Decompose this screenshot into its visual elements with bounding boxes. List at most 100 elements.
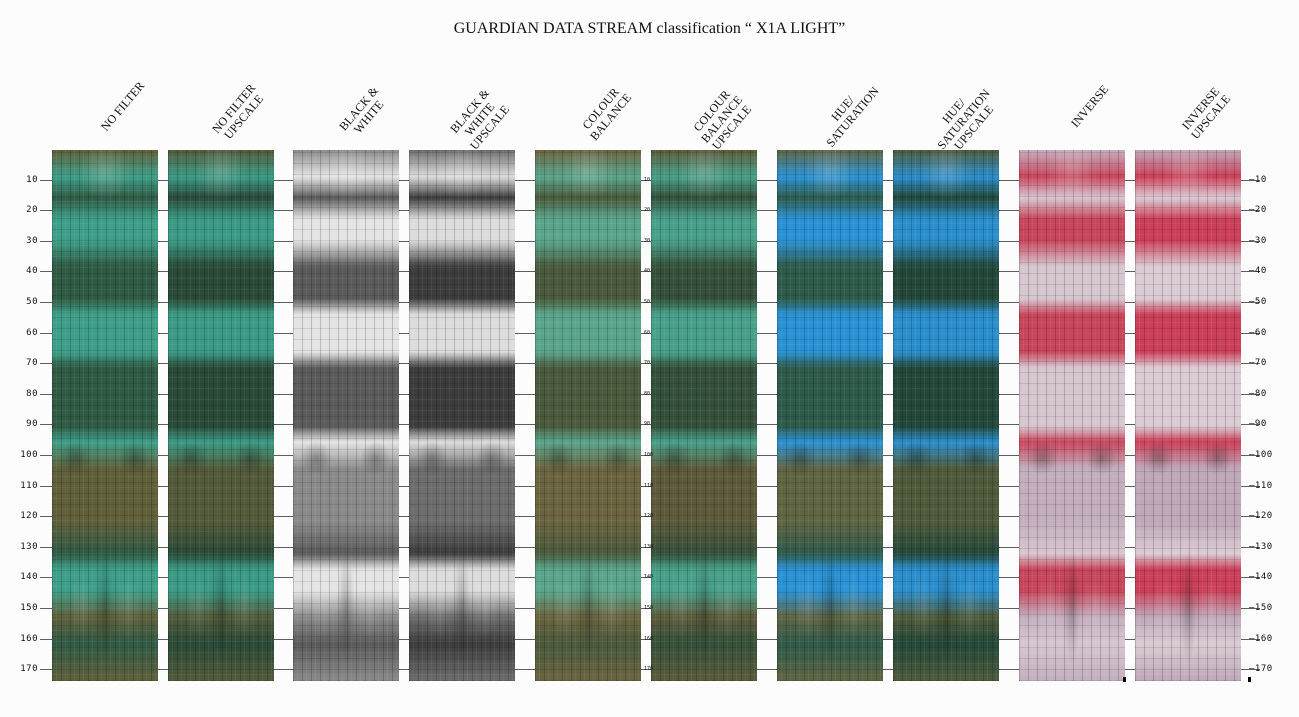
scale-tick-label: 100 — [20, 450, 38, 460]
page-title: GUARDIAN DATA STREAM classification “ X1… — [453, 20, 846, 37]
scale-tick-label: 90 — [644, 421, 651, 427]
panel-texture — [52, 150, 158, 681]
scale-tick-label: 50 — [26, 297, 38, 307]
scale-tick-label: 150 — [20, 603, 38, 613]
filter-panel — [893, 150, 999, 681]
scale-tick-label: 20 — [26, 205, 38, 215]
scale-tick-label: 70 — [644, 360, 651, 366]
scale-tick-label: —170 — [1249, 664, 1273, 674]
scale-tick-label: —160 — [1249, 634, 1273, 644]
scale-tick-label: —100 — [1249, 450, 1273, 460]
scale-tick-label: —120 — [1249, 511, 1273, 521]
scale-tick-label: 170 — [644, 666, 654, 672]
panel-shapes — [52, 150, 158, 681]
panel-texture — [293, 150, 399, 681]
scale-tick-label: 160 — [644, 636, 654, 642]
scale-tick-label: 80 — [644, 391, 651, 397]
scale-line — [40, 669, 1260, 670]
filter-panel — [1135, 150, 1241, 681]
filter-panel — [168, 150, 274, 681]
filter-panel — [293, 150, 399, 681]
filter-panel — [651, 150, 757, 681]
scale-tick-label: —10 — [1249, 175, 1267, 185]
scale-tick-label: —130 — [1249, 542, 1273, 552]
scale-tick-label: 140 — [644, 574, 654, 580]
scale-tick-label: —20 — [1249, 205, 1267, 215]
scale-tick-label: —50 — [1249, 297, 1267, 307]
filter-panel — [777, 150, 883, 681]
scale-line — [40, 302, 1260, 303]
scale-tick-label: 100 — [644, 452, 654, 458]
scale-tick-label: 30 — [644, 238, 651, 244]
panel-shapes — [535, 150, 641, 681]
scale-tick-label: 160 — [20, 634, 38, 644]
scale-tick-label: 10 — [644, 177, 651, 183]
panel-shapes — [293, 150, 399, 681]
scale-tick-label: 40 — [644, 268, 651, 274]
scale-tick-label: 110 — [644, 483, 654, 489]
scale-tick-label: —70 — [1249, 358, 1267, 368]
scale-line — [40, 333, 1260, 334]
scale-tick-label: 60 — [26, 328, 38, 338]
scale-line — [40, 180, 1260, 181]
panel-shapes — [409, 150, 515, 681]
scale-tick-label: 30 — [26, 236, 38, 246]
corner-mark — [1248, 677, 1251, 682]
scale-tick-label: —90 — [1249, 419, 1267, 429]
scale-line — [40, 241, 1260, 242]
panel-texture — [893, 150, 999, 681]
panel-texture — [1135, 150, 1241, 681]
scale-line — [40, 210, 1260, 211]
panel-texture — [409, 150, 515, 681]
scale-tick-label: 10 — [26, 175, 38, 185]
scale-tick-label: 140 — [20, 572, 38, 582]
scale-line — [40, 608, 1260, 609]
scale-tick-label: 120 — [644, 513, 654, 519]
panel-shapes — [1135, 150, 1241, 681]
scale-tick-label: —40 — [1249, 266, 1267, 276]
panel-shapes — [651, 150, 757, 681]
panel-shapes — [1019, 150, 1125, 681]
scale-line — [40, 547, 1260, 548]
scale-tick-label: 130 — [20, 542, 38, 552]
scale-tick-label: 20 — [644, 207, 651, 213]
scale-line — [40, 577, 1260, 578]
scale-tick-label: 110 — [20, 481, 38, 491]
scale-tick-label: 70 — [26, 358, 38, 368]
filter-panel — [1019, 150, 1125, 681]
filter-panel — [535, 150, 641, 681]
scale-tick-label: 130 — [644, 544, 654, 550]
scale-tick-label: 60 — [644, 330, 651, 336]
scale-tick-label: 40 — [26, 266, 38, 276]
scale-tick-label: 80 — [26, 389, 38, 399]
scale-line — [40, 271, 1260, 272]
scale-tick-label: 120 — [20, 511, 38, 521]
panel-texture — [168, 150, 274, 681]
panel-texture — [777, 150, 883, 681]
panel-texture — [535, 150, 641, 681]
scale-tick-label: —60 — [1249, 328, 1267, 338]
panel-texture — [1019, 150, 1125, 681]
scale-tick-label: 170 — [20, 664, 38, 674]
scale-tick-label: —150 — [1249, 603, 1273, 613]
scale-tick-label: —80 — [1249, 389, 1267, 399]
scale-tick-label: —140 — [1249, 572, 1273, 582]
panel-shapes — [777, 150, 883, 681]
scale-tick-label: 90 — [26, 419, 38, 429]
scale-tick-label: —110 — [1249, 481, 1273, 491]
scale-line — [40, 424, 1260, 425]
scale-line — [40, 639, 1260, 640]
scale-line — [40, 516, 1260, 517]
panel-shapes — [893, 150, 999, 681]
scale-line — [40, 486, 1260, 487]
scale-tick-label: 150 — [644, 605, 654, 611]
scale-line — [40, 394, 1260, 395]
scale-tick-label: 50 — [644, 299, 651, 305]
scale-tick-label: —30 — [1249, 236, 1267, 246]
panel-texture — [651, 150, 757, 681]
panel-shapes — [168, 150, 274, 681]
filter-panel — [52, 150, 158, 681]
filter-panel — [409, 150, 515, 681]
scale-line — [40, 455, 1260, 456]
corner-mark — [1123, 677, 1126, 682]
